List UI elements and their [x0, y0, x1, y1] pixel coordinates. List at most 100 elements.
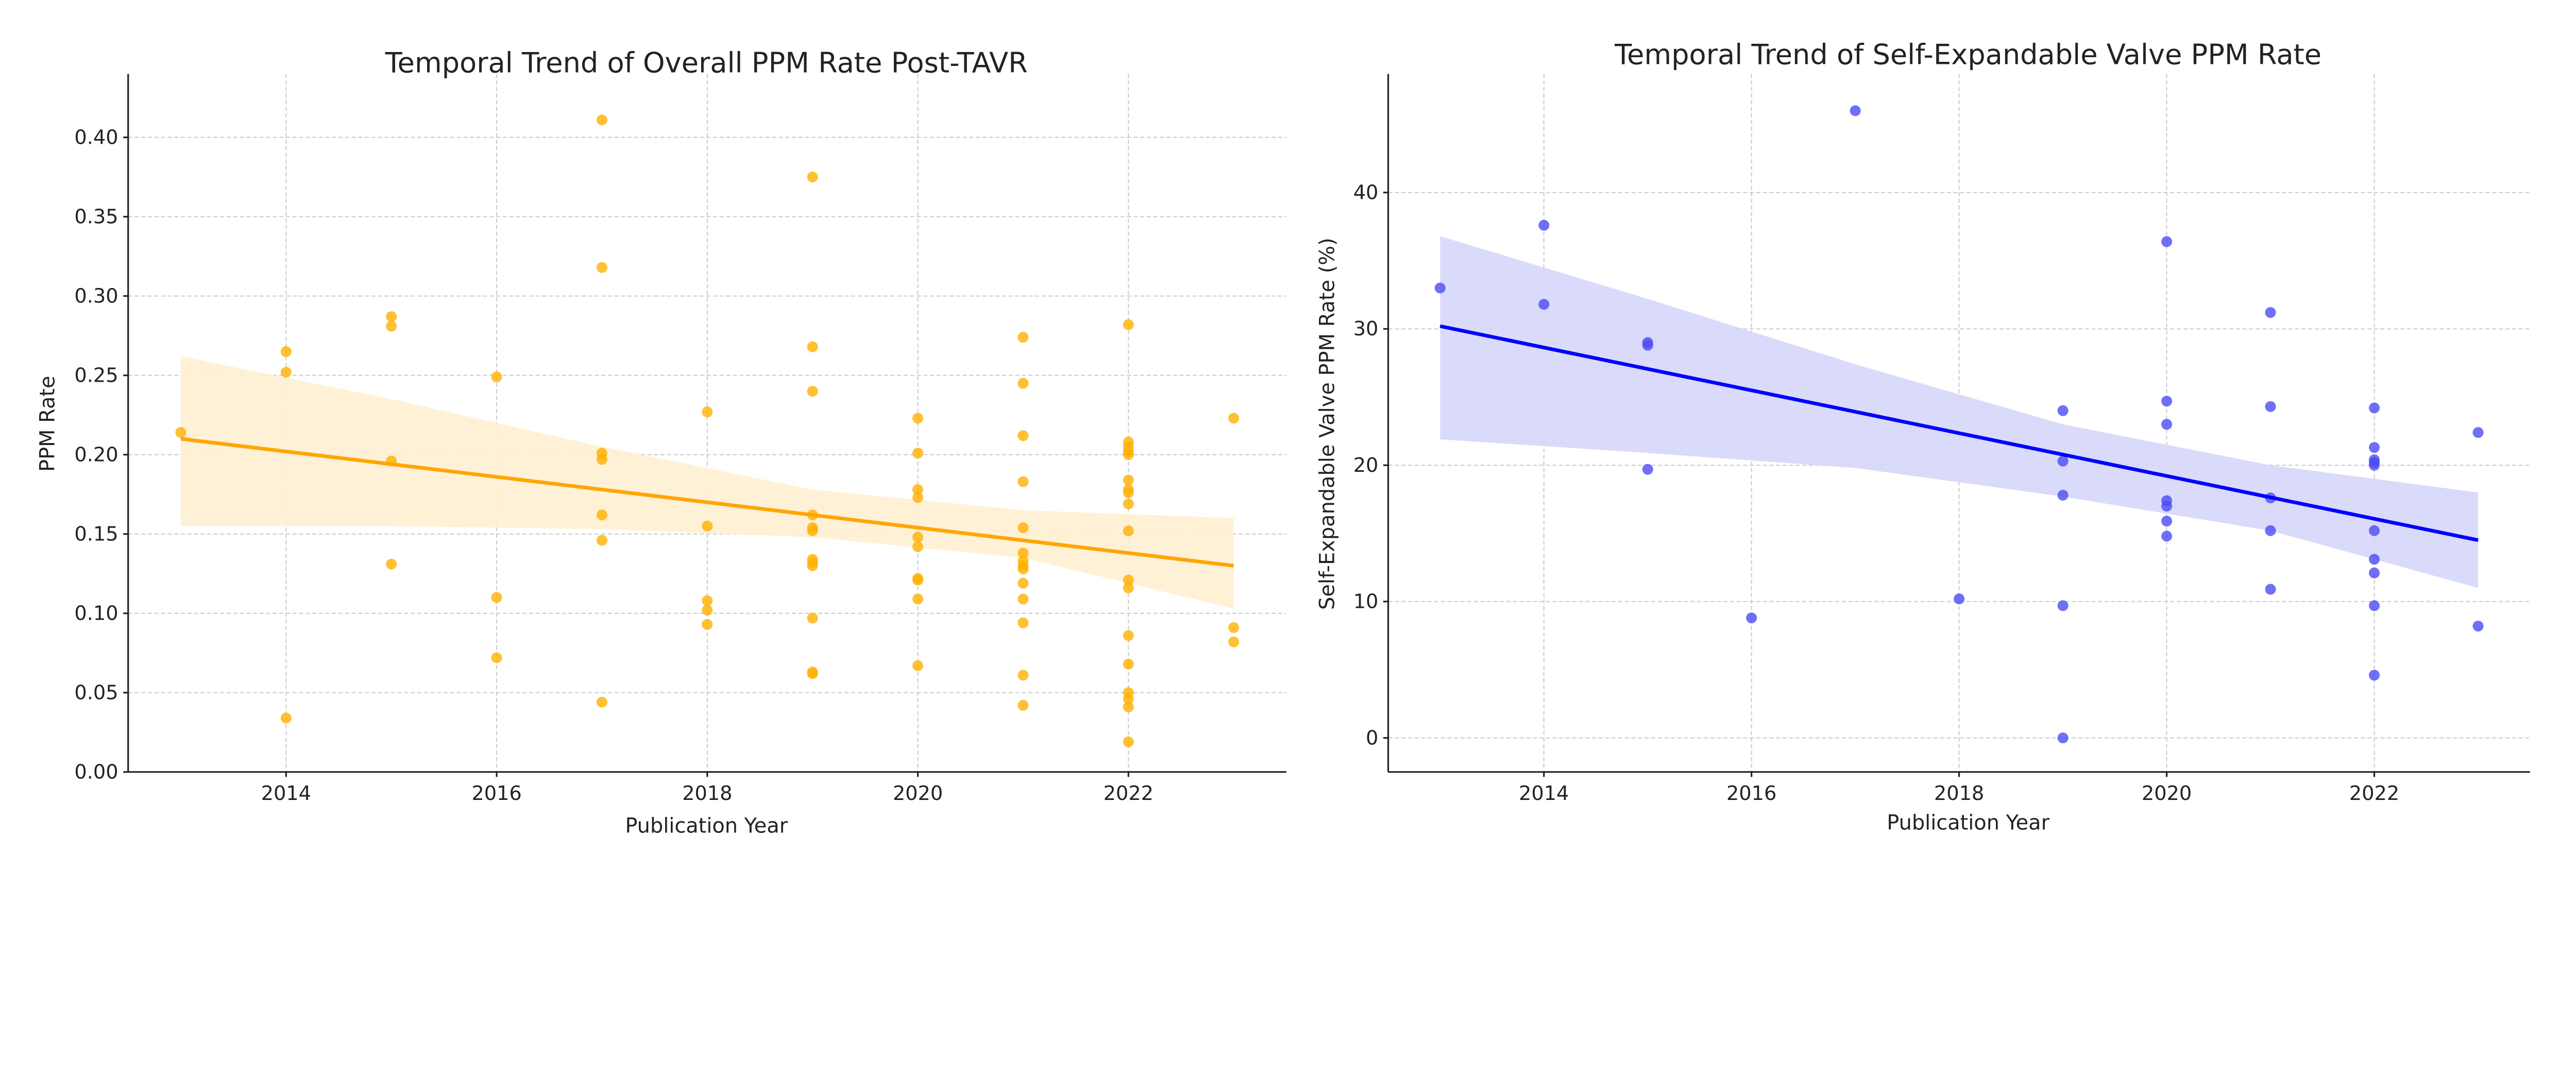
data-point	[1228, 622, 1240, 633]
data-point	[1018, 378, 1029, 389]
y-axis-label: PPM Rate	[36, 376, 59, 471]
data-point	[2161, 501, 2173, 512]
data-point	[1228, 636, 1240, 647]
x-tick-label: 2016	[1726, 782, 1776, 805]
data-point	[2368, 459, 2380, 471]
chart-title: Temporal Trend of Self-Expandable Valve …	[1614, 38, 2321, 71]
data-point	[1642, 339, 1653, 351]
regression-line	[180, 437, 1234, 568]
data-point	[2368, 670, 2380, 681]
data-point	[2472, 427, 2484, 438]
data-point	[1123, 474, 1134, 486]
data-point	[912, 574, 924, 586]
plot-area: 2014 2016 2018 2020 2022 0 10 20 30 40	[1353, 74, 2530, 805]
data-point	[596, 454, 607, 465]
data-point	[2161, 531, 2173, 542]
data-point	[2265, 525, 2276, 536]
data-point	[386, 311, 397, 322]
data-point	[1954, 593, 1965, 605]
data-point	[2161, 236, 2173, 247]
data-point	[2265, 307, 2276, 318]
data-point	[1538, 299, 1550, 310]
y-tick-label: 0.40	[74, 126, 118, 149]
data-point	[386, 320, 397, 332]
chart-title: Temporal Trend of Overall PPM Rate Post-…	[385, 46, 1028, 79]
x-axis-label: Publication Year	[1887, 811, 2049, 834]
self-expandable-ppm-chart: 2014 2016 2018 2020 2022 0 10 20 30 40 Temporal T…	[1315, 38, 2530, 834]
data-point	[2368, 600, 2380, 611]
data-point	[2368, 442, 2380, 453]
y-tick-label: 0.25	[74, 364, 118, 387]
data-point	[1228, 413, 1240, 424]
y-tick-label: 0.20	[74, 443, 118, 466]
data-point	[1018, 430, 1029, 441]
data-point	[912, 492, 924, 503]
data-point	[2368, 402, 2380, 414]
data-point	[2161, 396, 2173, 407]
data-point	[596, 262, 607, 273]
data-point	[1123, 736, 1134, 747]
data-point	[1123, 630, 1134, 641]
x-tick-label: 2020	[893, 782, 943, 805]
x-axis-label: Publication Year	[625, 814, 788, 838]
y-tick-label: 0	[1366, 726, 1378, 749]
y-tick-label: 30	[1353, 317, 1379, 340]
data-point	[1018, 699, 1029, 711]
data-point	[2057, 455, 2069, 467]
data-point	[2265, 401, 2276, 412]
y-tick-label: 0.00	[74, 760, 118, 783]
y-tick-label: 20	[1353, 454, 1379, 477]
data-point	[912, 448, 924, 459]
data-point	[807, 560, 818, 571]
data-point	[2368, 567, 2380, 578]
data-point	[1123, 487, 1134, 499]
data-point	[596, 535, 607, 546]
plot-area: 2014 2016 2018 2020 2022 0.00 0.05 0.10 0.15 0.20…	[74, 74, 1286, 805]
data-point	[1018, 332, 1029, 343]
data-point	[1123, 693, 1134, 705]
data-point	[1018, 563, 1029, 574]
data-point	[2057, 732, 2069, 744]
data-point	[1123, 574, 1134, 586]
data-point	[280, 367, 292, 378]
figure-svg: 2014 2016 2018 2020 2022 0.00 0.05 0.10 0.15 0.20…	[36, 38, 2530, 838]
data-point	[702, 595, 713, 606]
data-point	[912, 541, 924, 552]
data-point	[1018, 593, 1029, 605]
data-point	[1018, 617, 1029, 628]
data-point	[491, 652, 502, 663]
data-point	[807, 385, 818, 397]
data-point	[491, 371, 502, 383]
data-point	[1123, 319, 1134, 330]
data-point	[596, 114, 607, 126]
data-point	[2472, 620, 2484, 632]
data-point	[702, 605, 713, 616]
data-point	[807, 668, 818, 679]
data-point	[1434, 282, 1446, 294]
data-point	[1018, 476, 1029, 487]
data-point	[912, 484, 924, 495]
regression-line	[1439, 324, 2479, 542]
y-tick-label: 10	[1353, 590, 1379, 613]
data-point	[280, 712, 292, 724]
data-point	[807, 341, 818, 352]
y-tick-label: 0.10	[74, 602, 118, 625]
x-tick-label: 2016	[471, 782, 521, 805]
data-point	[702, 619, 713, 630]
data-point	[1123, 449, 1134, 460]
data-point	[2368, 525, 2380, 536]
x-tick-label: 2022	[2349, 782, 2399, 805]
data-point	[175, 427, 187, 438]
confidence-band	[1440, 236, 2478, 588]
data-point	[1850, 105, 1861, 116]
data-point	[702, 406, 713, 418]
data-point	[2057, 405, 2069, 416]
data-point	[1018, 522, 1029, 533]
data-point	[596, 696, 607, 708]
figure: 2014 2016 2018 2020 2022 0.00 0.05 0.10 0.15 0.20…	[36, 38, 2530, 838]
data-point	[912, 532, 924, 543]
data-point	[702, 520, 713, 532]
x-tick-label: 2014	[1519, 782, 1569, 805]
x-tick-label: 2014	[261, 782, 311, 805]
data-point	[2265, 584, 2276, 595]
